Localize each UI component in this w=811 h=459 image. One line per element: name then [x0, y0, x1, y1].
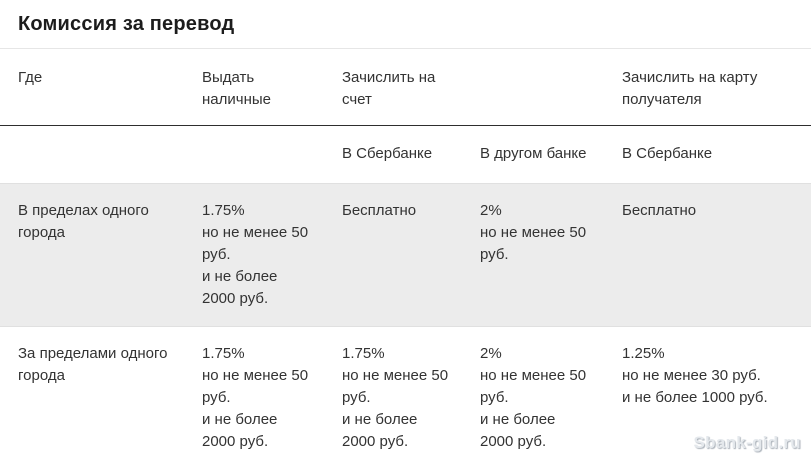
cell-card-sber: Бесплатно	[600, 183, 811, 327]
header-card: Зачислить на карту получателя	[600, 48, 811, 126]
subheader-card-sber: В Сбербанке	[600, 125, 811, 184]
subheader-empty-cash	[184, 125, 324, 184]
cell-cash: 1.75% но не менее 50 руб. и не более 200…	[184, 183, 324, 327]
cell-cash: 1.75% но не менее 50 руб. и не более 200…	[202, 345, 309, 450]
cell-where: В пределах одного города	[0, 183, 184, 327]
cell-account-sber: 1.75% но не менее 50 руб. и не более 200…	[342, 345, 449, 450]
cell-account-other: 2% но не менее 50 руб. и не более 2000 р…	[480, 345, 587, 450]
header-cash: Выдать наличные	[184, 48, 324, 126]
subheader-account-other: В другом банке	[462, 125, 600, 184]
table-row-within-city: В пределах одного города 1.75% но не мен…	[0, 183, 811, 327]
cell-where: За пределами одного города	[18, 345, 168, 384]
commission-table: Где Выдать наличные Зачислить на счет За…	[0, 48, 811, 459]
table-header-row: Где Выдать наличные Зачислить на счет За…	[0, 48, 811, 126]
page-title: Комиссия за перевод	[18, 13, 235, 35]
header-card-label: Зачислить на карту получателя	[622, 69, 758, 108]
header-account-label: Зачислить на счет	[342, 69, 436, 108]
header-account: Зачислить на счет	[324, 48, 600, 126]
cell-account-other: 2% но не менее 50 руб.	[462, 183, 600, 327]
watermark: Sbank-gid.ru	[693, 433, 801, 452]
cell-card-sber: 1.25% но не менее 30 руб. и не более 100…	[622, 345, 768, 406]
table-row-outside-city: За пределами одного города 1.75% но не м…	[0, 327, 811, 459]
table-subheader-row: В Сбербанке В другом банке В Сбербанке	[0, 125, 811, 184]
subheader-empty-where	[0, 125, 184, 184]
header-cash-label: Выдать наличные	[202, 69, 271, 108]
subheader-account-sber: В Сбербанке	[324, 125, 462, 184]
cell-account-sber: Бесплатно	[324, 183, 462, 327]
header-where: Где	[0, 48, 184, 126]
header-where-label: Где	[18, 69, 43, 86]
